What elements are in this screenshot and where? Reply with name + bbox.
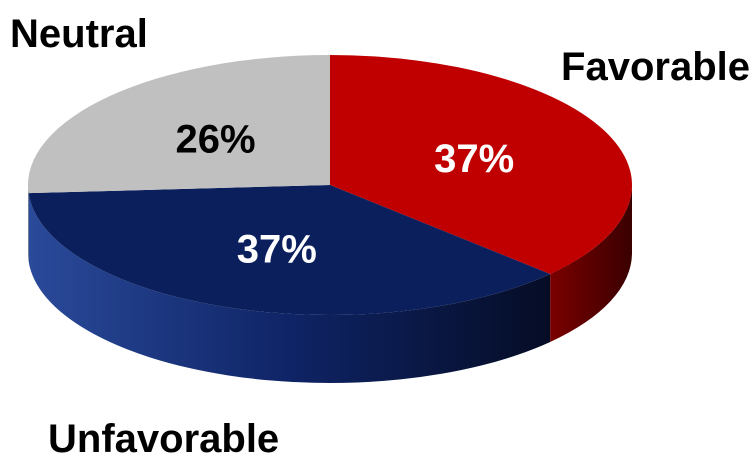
pie-slice-unfavorable bbox=[28, 185, 551, 315]
pie-value-label-favorable: 37% bbox=[434, 137, 514, 181]
pie-value-label-unfavorable: 37% bbox=[237, 228, 317, 272]
pie-category-label-unfavorable: Unfavorable bbox=[48, 417, 279, 455]
pie-category-label-favorable: Favorable bbox=[561, 45, 750, 89]
pie-slice-side-favorable bbox=[550, 185, 632, 342]
pie-slice-favorable bbox=[330, 55, 632, 274]
pie-slice-neutral bbox=[27, 55, 330, 194]
pie-labels: 37% Favorable 37% Unfavorable 26% Neutral bbox=[10, 12, 750, 460]
pie-value-label-neutral: 26% bbox=[175, 118, 255, 162]
pie-sides bbox=[28, 185, 632, 383]
pie-slice-side-neutral bbox=[28, 185, 29, 262]
pie-category-label-neutral: Neutral bbox=[10, 12, 148, 56]
pie-slices bbox=[27, 55, 632, 315]
pie-slice-side-unfavorable bbox=[28, 193, 551, 383]
